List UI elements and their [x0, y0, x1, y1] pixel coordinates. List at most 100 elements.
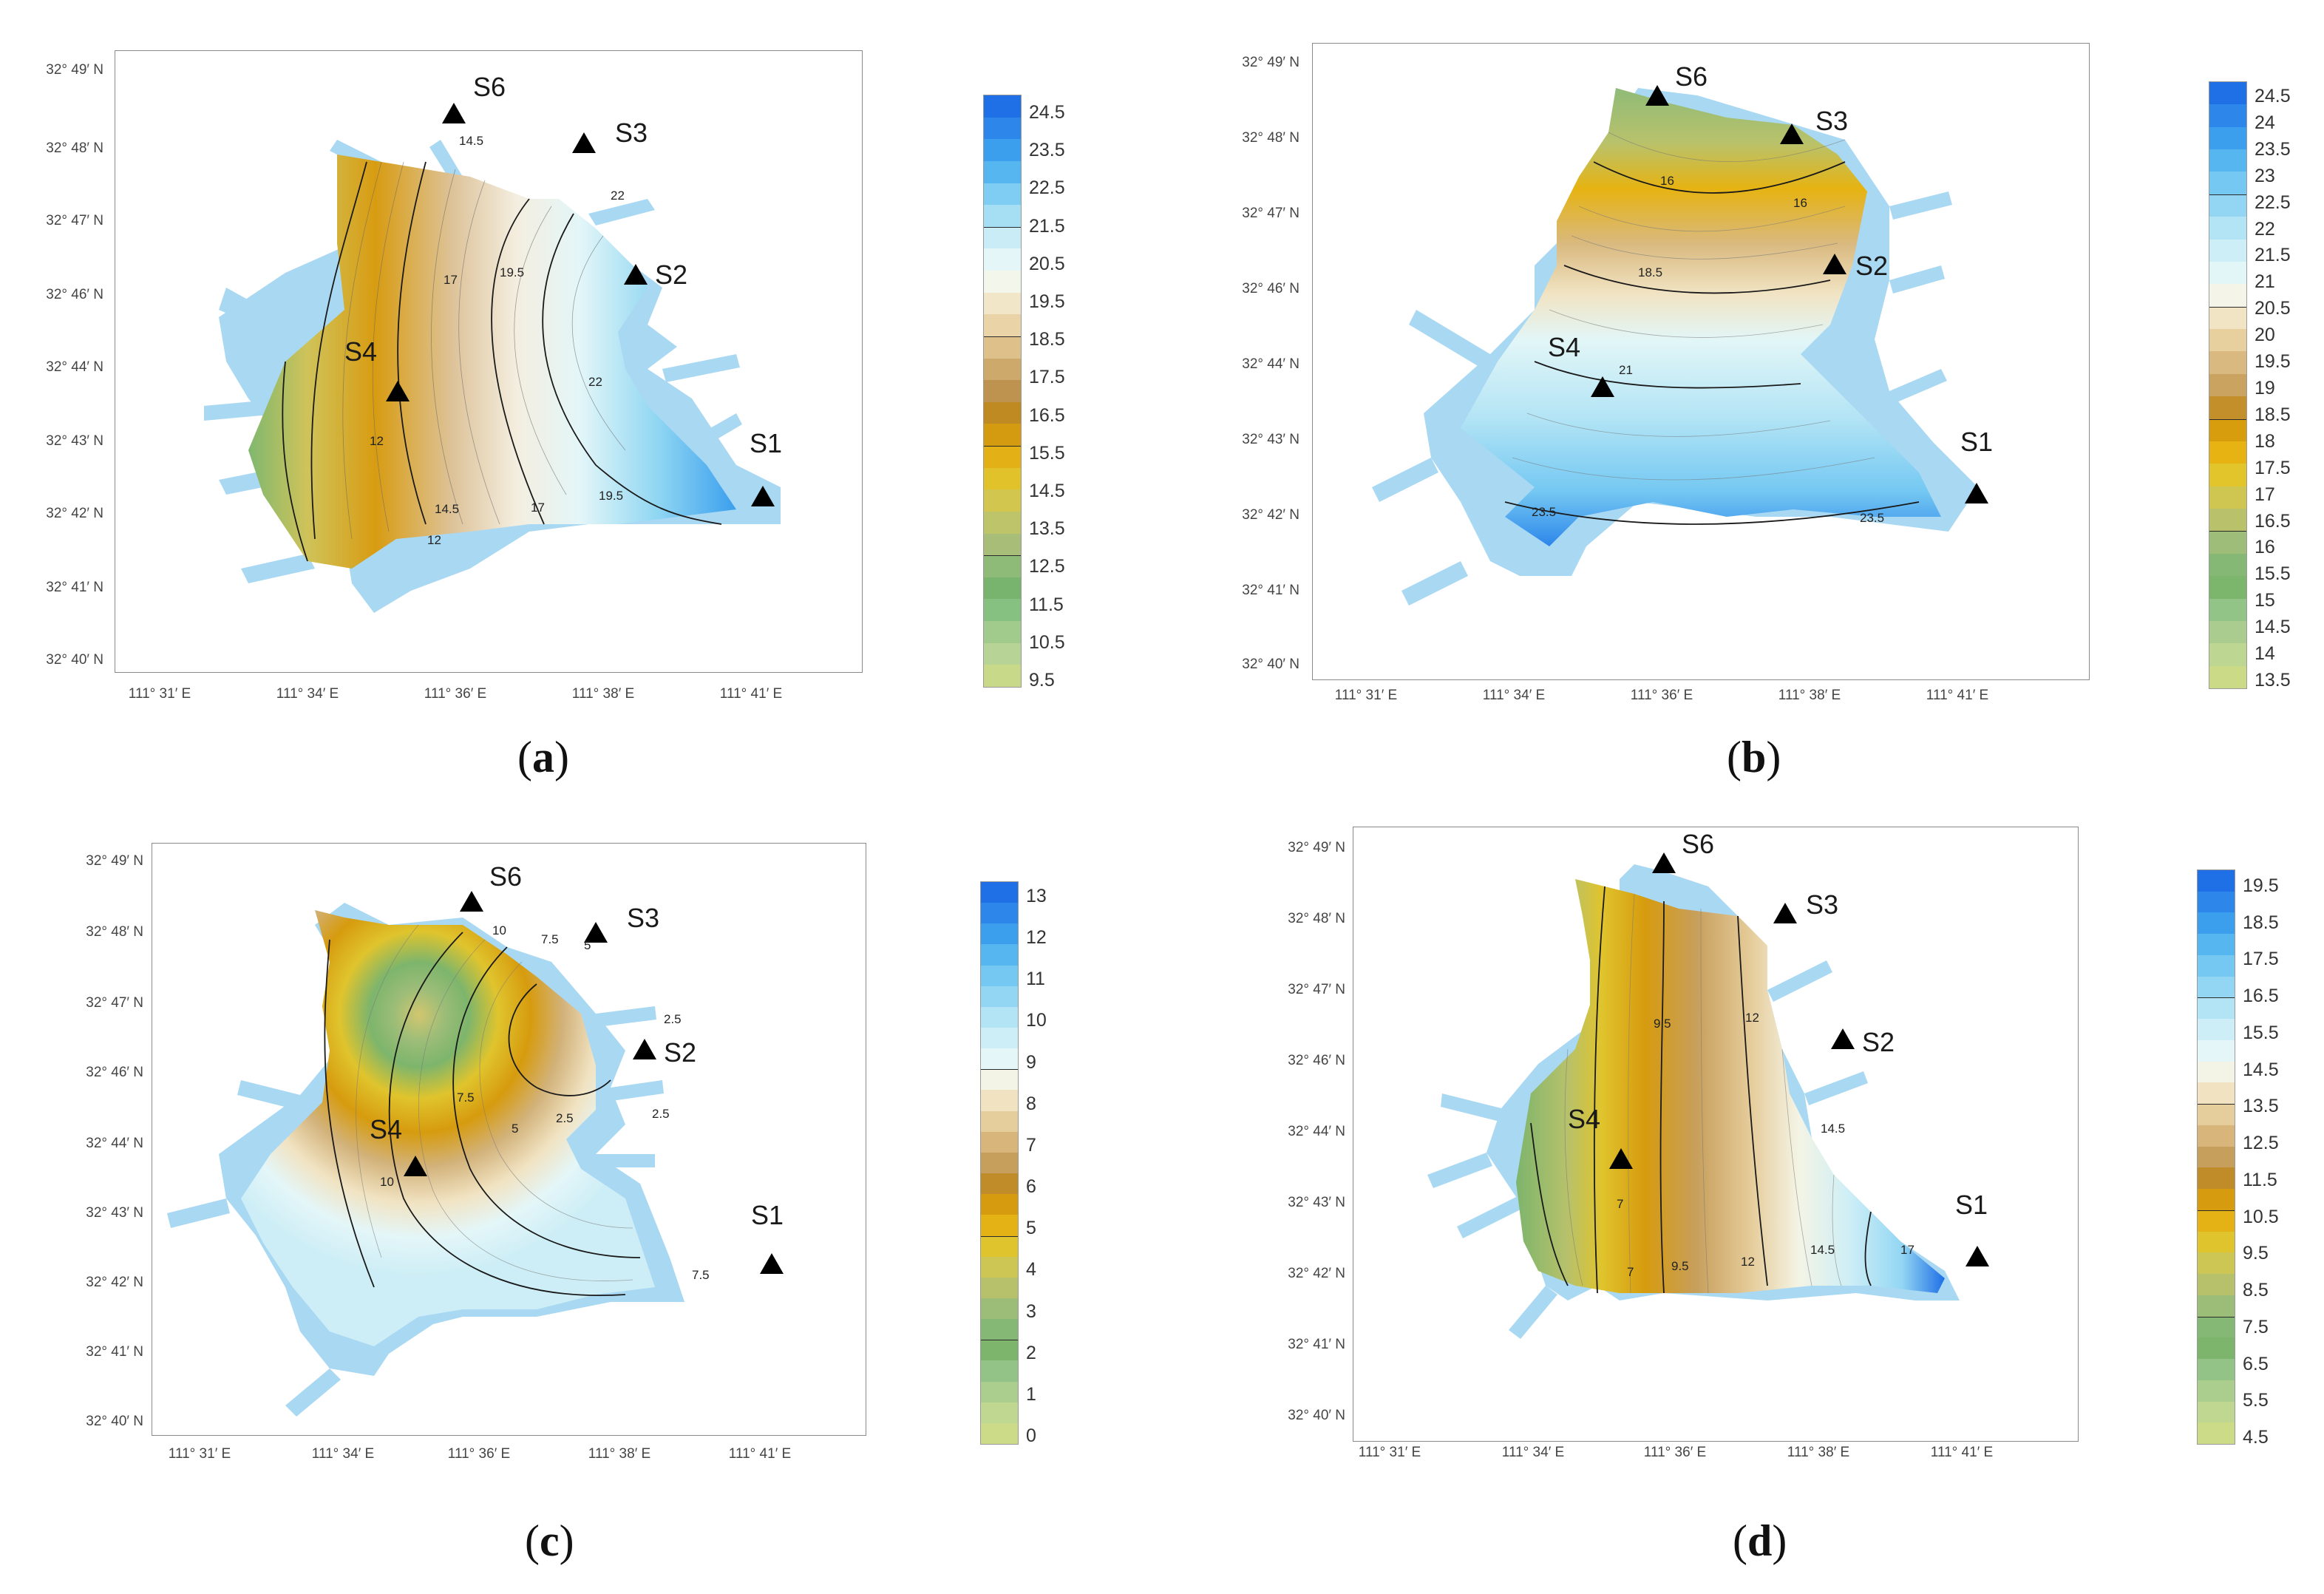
- lat-label: 32° 46′ N: [1288, 1053, 1345, 1068]
- lat-label: 32° 41′ N: [1288, 1337, 1345, 1352]
- colorbar-segment: [981, 1215, 1018, 1236]
- lon-label: 111° 31′ E: [168, 1446, 231, 1462]
- lon-label: 111° 36′ E: [424, 686, 487, 702]
- colorbar-segment: [2198, 1146, 2235, 1168]
- station-marker-s4: [386, 381, 410, 401]
- colorbar-segment: [2209, 217, 2246, 240]
- colorbar-segment: [2198, 1104, 2235, 1126]
- colorbar-segment: [2209, 531, 2246, 554]
- colorbar-segment: [2198, 997, 2235, 1020]
- station-marker-s4: [1591, 376, 1614, 397]
- colorbar-tick-label: 23.5: [2255, 138, 2291, 160]
- station-label-s6: S6: [1675, 61, 1708, 92]
- lon-label: 111° 31′ E: [1334, 688, 1398, 703]
- colorbar-segment: [2198, 1082, 2235, 1105]
- colorbar-segment: [981, 1319, 1018, 1340]
- lat-label: 32° 46′ N: [46, 287, 103, 302]
- colorbar-isoline-marker: [2198, 1104, 2235, 1105]
- colorbar-segment: [2209, 82, 2246, 105]
- contour-label: 12: [427, 533, 441, 547]
- colorbar-segment: [2209, 418, 2246, 442]
- isolines-a: [282, 161, 722, 562]
- colorbar-tick-label: 14.5: [2243, 1059, 2279, 1080]
- colorbar-tick-label: 15.5: [2243, 1022, 2279, 1043]
- colorbar-segment: [2198, 1316, 2235, 1338]
- station-marker-s3: [572, 132, 596, 153]
- contour-label: 12: [1741, 1255, 1755, 1269]
- lat-label: 32° 40′ N: [1242, 657, 1299, 672]
- contour-label: 19.5: [599, 489, 624, 503]
- lat-label: 32° 40′ N: [86, 1414, 143, 1429]
- colorbar-isoline-marker: [981, 1235, 1018, 1237]
- colorbar-segment: [2209, 239, 2246, 262]
- station-marker-s6: [442, 103, 466, 123]
- lat-label: 32° 44′ N: [46, 359, 103, 375]
- lat-label: 32° 44′ N: [1242, 356, 1299, 372]
- lat-label: 32° 47′ N: [1288, 982, 1345, 997]
- colorbar-segment: [981, 1340, 1018, 1361]
- station-marker-s4: [1609, 1148, 1633, 1169]
- colorbar-b: [2209, 81, 2247, 689]
- colorbar-segment: [984, 489, 1021, 512]
- colorbar-isoline-marker: [2209, 418, 2246, 420]
- colorbar-segment: [2209, 149, 2246, 172]
- colorbar-tick-label: 22: [2255, 218, 2275, 240]
- colorbar-segment: [984, 533, 1021, 556]
- colorbar-segment: [2198, 976, 2235, 998]
- contour-label: 19.5: [500, 265, 525, 279]
- colorbar-segment: [2209, 509, 2246, 532]
- colorbar-segment: [2198, 1231, 2235, 1253]
- colorbar-segment: [984, 271, 1021, 294]
- contour-label: 23.5: [1532, 505, 1557, 519]
- colorbar-tick-label: 15.5: [1029, 442, 1065, 464]
- colorbar-tick-label: 20.5: [1029, 253, 1065, 274]
- colorbar-segment: [2198, 1167, 2235, 1190]
- station-marker-s1: [1965, 483, 1988, 503]
- station-marker-s3: [1780, 123, 1804, 144]
- colorbar-isoline-marker: [984, 336, 1021, 337]
- contour-label: 22: [588, 375, 602, 389]
- contour-label: 23.5: [1860, 511, 1885, 525]
- colorbar-labels-d: 19.5 18.5 17.5 16.5 15.5 14.5 13.5 12.5 11.5 10.5…: [2243, 875, 2302, 1448]
- colorbar-segment: [981, 1256, 1018, 1278]
- colorbar-segment: [981, 1131, 1018, 1153]
- colorbar-isoline-marker: [2209, 194, 2246, 195]
- colorbar-segment: [2198, 1295, 2235, 1317]
- colorbar-segment: [2209, 598, 2246, 622]
- contour-label: 21: [1619, 363, 1633, 377]
- lon-label: 111° 38′ E: [1787, 1445, 1850, 1460]
- colorbar-a: [983, 95, 1022, 688]
- colorbar-segment: [984, 160, 1021, 183]
- station-label-s3: S3: [627, 903, 660, 933]
- colorbar-tick-label: 18: [2255, 430, 2275, 452]
- colorbar-segment: [981, 965, 1018, 987]
- lon-label: 111° 41′ E: [1926, 688, 1989, 703]
- contour-label: 14.5: [1810, 1243, 1835, 1257]
- colorbar-tick-label: 22.5: [2255, 191, 2291, 213]
- colorbar-isoline-marker: [2209, 531, 2246, 532]
- station-label-s3: S3: [1806, 889, 1839, 920]
- colorbar-segment: [984, 446, 1021, 469]
- colorbar-tick-label: 16.5: [2255, 510, 2291, 532]
- contour-label: 7.5: [692, 1268, 710, 1282]
- map-c-svg: [167, 903, 684, 1417]
- colorbar-segment: [981, 903, 1018, 924]
- colorbar-segment: [981, 1422, 1018, 1445]
- lat-label: 32° 48′ N: [1288, 911, 1345, 926]
- lon-label: 111° 36′ E: [1643, 1445, 1707, 1460]
- colorbar-tick-label: 16.5: [2243, 986, 2279, 1007]
- colorbar-tick-label: 19: [2255, 378, 2275, 398]
- colorbar-segment: [2209, 104, 2246, 128]
- station-marker-s2: [1823, 254, 1846, 274]
- colorbar-segment: [2198, 934, 2235, 956]
- lat-label: 32° 42′ N: [46, 506, 103, 521]
- lat-label: 32° 49′ N: [1288, 840, 1345, 855]
- colorbar-segment: [981, 1006, 1018, 1028]
- colorbar-isoline-marker: [981, 1069, 1018, 1071]
- colorbar-segment: [2198, 954, 2235, 977]
- lon-label: 111° 31′ E: [1358, 1445, 1421, 1460]
- colorbar-tick-label: 7.5: [2243, 1316, 2269, 1337]
- lon-label: 111° 36′ E: [1630, 688, 1693, 703]
- isolines-b: [1504, 161, 1920, 525]
- lat-label: 32° 42′ N: [1288, 1266, 1345, 1281]
